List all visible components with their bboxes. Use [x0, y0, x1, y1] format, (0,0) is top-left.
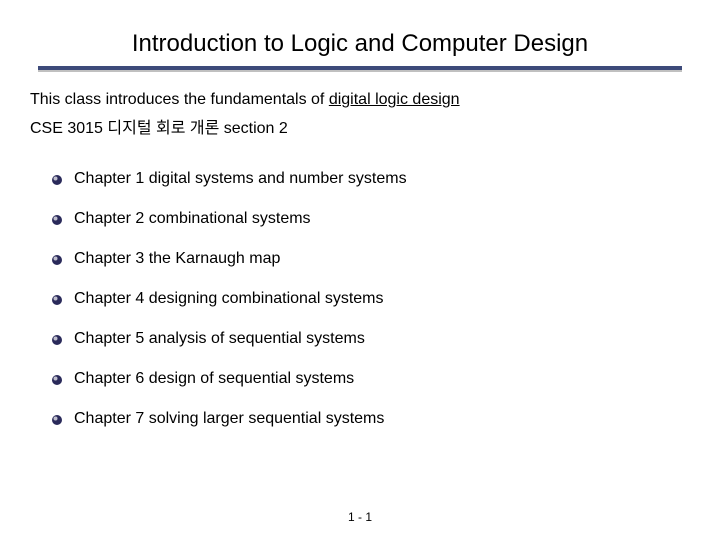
chapter-text: Chapter 7 solving larger sequential syst… [74, 410, 384, 427]
bullet-icon [52, 215, 62, 225]
list-item: Chapter 2 combinational systems [52, 210, 690, 228]
title-underline [38, 66, 682, 70]
intro-prefix: This class introduces the fundamentals o… [30, 91, 329, 108]
chapter-text: Chapter 3 the Karnaugh map [74, 250, 280, 267]
course-info: CSE 3015 디지털 회로 개론 section 2 [30, 114, 690, 138]
list-item: Chapter 7 solving larger sequential syst… [52, 410, 690, 428]
chapter-text: Chapter 4 designing combinational system… [74, 290, 384, 307]
list-item: Chapter 3 the Karnaugh map [52, 250, 690, 268]
list-item: Chapter 6 design of sequential systems [52, 370, 690, 388]
bullet-icon [52, 255, 62, 265]
list-item: Chapter 5 analysis of sequential systems [52, 330, 690, 348]
chapter-text: Chapter 1 digital systems and number sys… [74, 170, 407, 187]
chapter-list: Chapter 1 digital systems and number sys… [30, 170, 690, 428]
bullet-icon [52, 295, 62, 305]
list-item: Chapter 1 digital systems and number sys… [52, 170, 690, 188]
page-title: Introduction to Logic and Computer Desig… [30, 30, 690, 58]
intro-underlined: digital logic design [329, 91, 460, 108]
slide-container: Introduction to Logic and Computer Desig… [0, 0, 720, 540]
bullet-icon [52, 335, 62, 345]
bullet-icon [52, 175, 62, 185]
chapter-text: Chapter 6 design of sequential systems [74, 370, 354, 387]
bullet-icon [52, 375, 62, 385]
chapter-text: Chapter 2 combinational systems [74, 210, 311, 227]
bullet-icon [52, 415, 62, 425]
page-number: 1 - 1 [348, 510, 372, 524]
intro-text: This class introduces the fundamentals o… [30, 88, 690, 112]
chapter-text: Chapter 5 analysis of sequential systems [74, 330, 365, 347]
list-item: Chapter 4 designing combinational system… [52, 290, 690, 308]
